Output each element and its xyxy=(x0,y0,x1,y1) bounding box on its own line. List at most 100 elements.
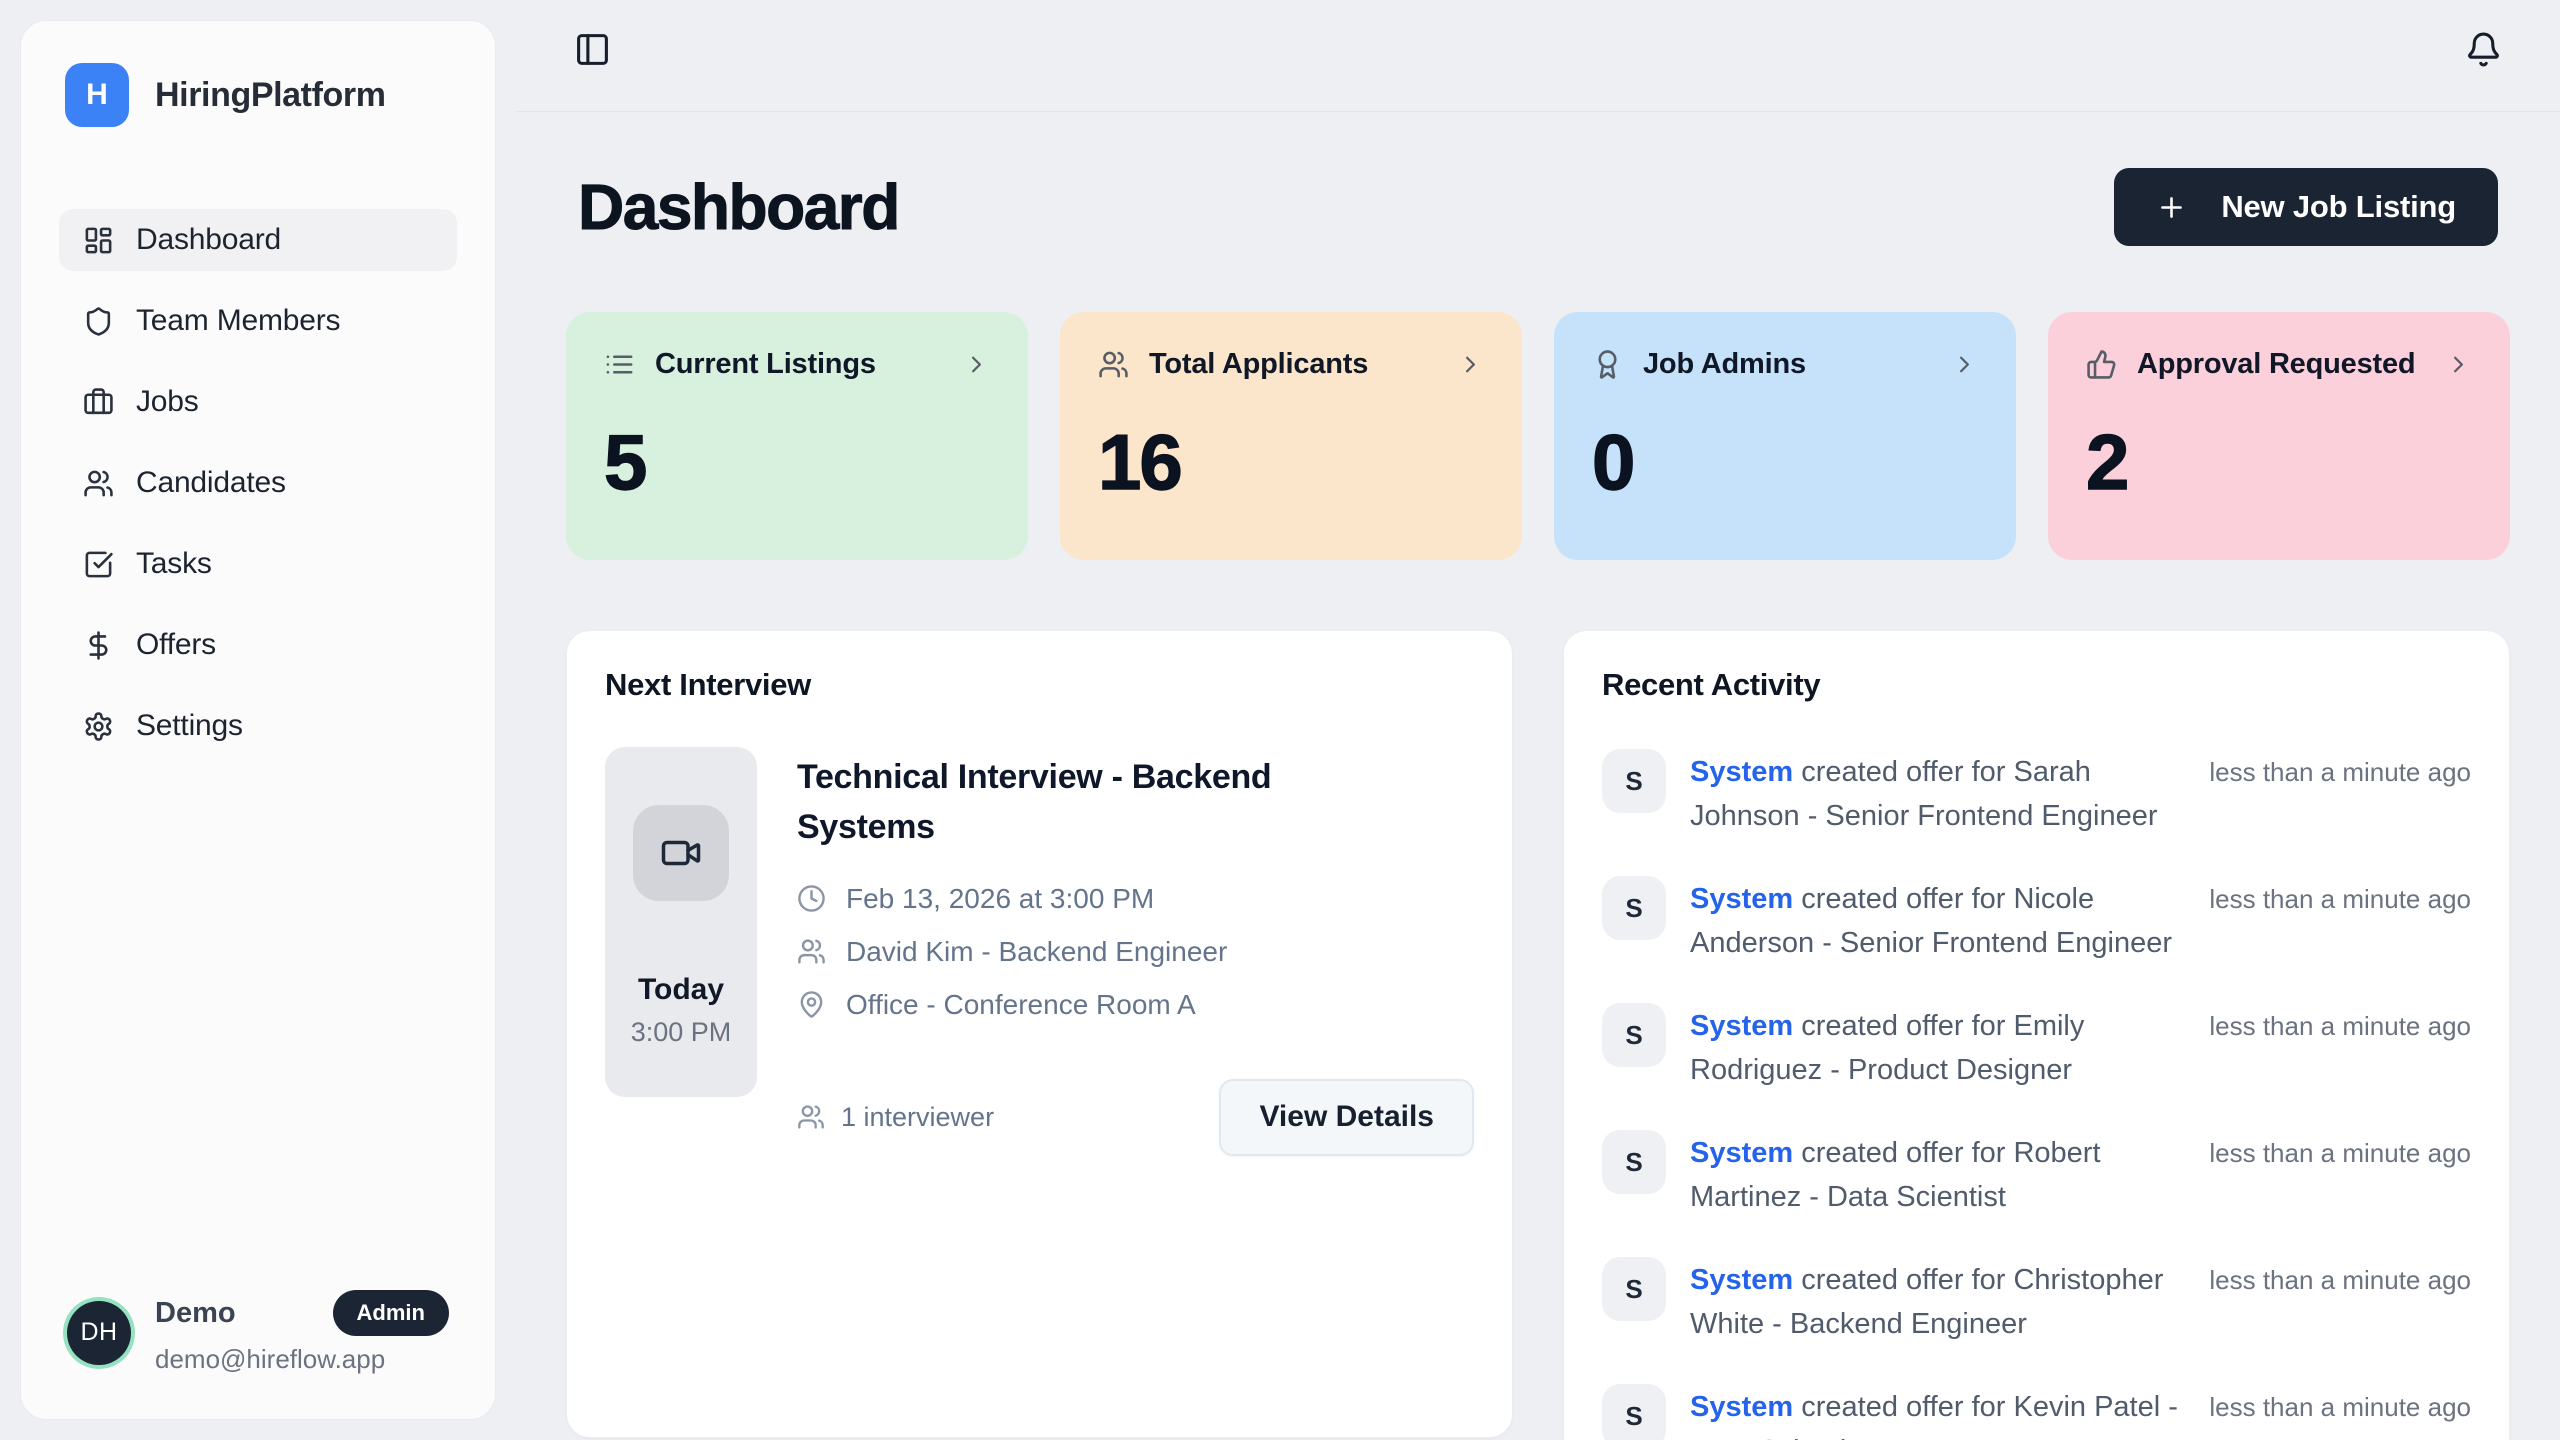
stat-cards: Current Listings 5 Total Applicants xyxy=(566,312,2510,560)
recent-activity-heading: Recent Activity xyxy=(1602,667,1821,702)
interview-datetime-row: Feb 13, 2026 at 3:00 PM xyxy=(797,883,1474,915)
layout-dashboard-icon xyxy=(83,225,114,256)
stat-label: Current Listings xyxy=(655,348,876,380)
interview-time: 3:00 PM xyxy=(630,1017,732,1047)
activity-timestamp: less than a minute ago xyxy=(2209,884,2471,914)
sidebar-item-jobs[interactable]: Jobs xyxy=(59,371,457,433)
dollar-sign-icon xyxy=(83,630,114,661)
interview-person: David Kim - Backend Engineer xyxy=(846,935,1228,967)
sidebar-toggle-button[interactable] xyxy=(568,25,617,74)
sidebar: H HiringPlatform Dashboard Team Members xyxy=(20,20,496,1420)
stat-card-approval-requested[interactable]: Approval Requested 2 xyxy=(2048,312,2510,560)
recent-activity-panel: Recent Activity S System created offer f… xyxy=(1563,630,2510,1440)
sidebar-item-label: Candidates xyxy=(136,466,286,499)
sidebar-item-settings[interactable]: Settings xyxy=(59,695,457,757)
activity-description: created offer for Kevin Patel - Data Sci… xyxy=(1690,1391,2178,1440)
activity-avatar: S xyxy=(1602,749,1666,813)
activity-actor: System xyxy=(1690,1391,1794,1423)
sidebar-item-label: Tasks xyxy=(136,547,212,580)
topbar xyxy=(516,0,2560,112)
stat-value: 0 xyxy=(1591,417,1636,506)
notifications-button[interactable] xyxy=(2459,25,2508,74)
stat-card-current-listings[interactable]: Current Listings 5 xyxy=(566,312,1028,560)
main-area: Dashboard New Job Listing Current Listin… xyxy=(516,0,2560,1440)
activity-actor: System xyxy=(1690,1137,1794,1169)
shield-icon xyxy=(83,306,114,337)
thumbs-up-icon xyxy=(2086,349,2117,380)
activity-item: S System created offer for Christopher W… xyxy=(1602,1257,2471,1346)
interviewer-count-label: 1 interviewer xyxy=(841,1101,995,1132)
video-camera-icon xyxy=(633,805,729,901)
sidebar-item-label: Offers xyxy=(136,628,216,661)
view-details-button[interactable]: View Details xyxy=(1219,1078,1474,1156)
activity-actor: System xyxy=(1690,1010,1794,1042)
activity-description: created offer for Christopher White - Ba… xyxy=(1690,1264,2164,1340)
stat-card-total-applicants[interactable]: Total Applicants 16 xyxy=(1060,312,1522,560)
sidebar-item-label: Jobs xyxy=(136,385,199,418)
users-icon xyxy=(83,468,114,499)
activity-text: System created offer for Robert Martinez… xyxy=(1690,1130,2185,1219)
chevron-right-icon xyxy=(963,351,990,378)
interview-day: Today xyxy=(637,973,725,1006)
interview-datetime: Feb 13, 2026 at 3:00 PM xyxy=(846,882,1155,914)
users-icon xyxy=(797,937,826,966)
activity-avatar: S xyxy=(1602,876,1666,940)
sidebar-item-tasks[interactable]: Tasks xyxy=(59,533,457,595)
new-job-listing-label: New Job Listing xyxy=(2221,189,2456,224)
sidebar-item-label: Settings xyxy=(136,709,243,742)
activity-description: created offer for Robert Martinez - Data… xyxy=(1690,1137,2101,1213)
activity-avatar: S xyxy=(1602,1130,1666,1194)
chevron-right-icon xyxy=(1951,351,1978,378)
interview-title: Technical Interview - Backend Systems xyxy=(797,758,1272,846)
activity-timestamp: less than a minute ago xyxy=(2209,1392,2471,1422)
award-icon xyxy=(1592,349,1623,380)
chevron-right-icon xyxy=(2445,351,2472,378)
clock-icon xyxy=(797,884,826,913)
interview-person-row: David Kim - Backend Engineer xyxy=(797,936,1474,968)
interviewer-count: 1 interviewer xyxy=(797,1102,994,1133)
sidebar-item-label: Dashboard xyxy=(136,223,281,256)
panels: Next Interview Today 3:00 PM Technical I… xyxy=(566,630,2510,1440)
activity-description: created offer for Nicole Anderson - Seni… xyxy=(1690,883,2173,959)
content: Dashboard New Job Listing Current Listin… xyxy=(516,112,2560,1440)
stat-label: Approval Requested xyxy=(2137,348,2416,380)
briefcase-icon xyxy=(83,387,114,418)
user-info: Demo Admin demo@hireflow.app xyxy=(155,1290,449,1375)
sidebar-item-label: Team Members xyxy=(136,304,341,337)
activity-text: System created offer for Christopher Whi… xyxy=(1690,1257,2185,1346)
user-email: demo@hireflow.app xyxy=(155,1344,386,1374)
stat-card-job-admins[interactable]: Job Admins 0 xyxy=(1554,312,2016,560)
map-pin-icon xyxy=(797,990,826,1019)
list-icon xyxy=(604,349,635,380)
stat-label: Job Admins xyxy=(1643,348,1806,380)
activity-item: S System created offer for Emily Rodrigu… xyxy=(1602,1003,2471,1092)
sidebar-item-team-members[interactable]: Team Members xyxy=(59,290,457,352)
users-icon xyxy=(1098,349,1129,380)
stat-label: Total Applicants xyxy=(1149,348,1369,380)
user-box[interactable]: DH Demo Admin demo@hireflow.app xyxy=(59,1290,457,1375)
activity-text: System created offer for Emily Rodriguez… xyxy=(1690,1003,2185,1092)
activity-avatar: S xyxy=(1602,1384,1666,1440)
gear-icon xyxy=(83,711,114,742)
activity-timestamp: less than a minute ago xyxy=(2209,1265,2471,1295)
page-title: Dashboard xyxy=(578,171,901,244)
activity-text: System created offer for Kevin Patel - D… xyxy=(1690,1384,2185,1440)
sidebar-item-candidates[interactable]: Candidates xyxy=(59,452,457,514)
user-name: Demo xyxy=(155,1296,236,1329)
new-job-listing-button[interactable]: New Job Listing xyxy=(2114,168,2498,246)
avatar-initials: DH xyxy=(80,1318,118,1346)
activity-item: S System created offer for Robert Martin… xyxy=(1602,1130,2471,1219)
stat-value: 5 xyxy=(603,417,648,506)
role-badge: Admin xyxy=(332,1290,449,1336)
interview-date-tile: Today 3:00 PM xyxy=(605,747,757,1097)
activity-text: System created offer for Sarah Johnson -… xyxy=(1690,749,2185,838)
activity-item: S System created offer for Kevin Patel -… xyxy=(1602,1384,2471,1440)
stat-value: 16 xyxy=(1097,417,1183,506)
page-header: Dashboard New Job Listing xyxy=(578,168,2498,246)
brand-name: HiringPlatform xyxy=(155,75,386,114)
square-check-icon xyxy=(83,549,114,580)
activity-description: created offer for Sarah Johnson - Senior… xyxy=(1690,756,2158,832)
sidebar-item-dashboard[interactable]: Dashboard xyxy=(59,209,457,271)
activity-item: S System created offer for Nicole Anders… xyxy=(1602,876,2471,965)
sidebar-item-offers[interactable]: Offers xyxy=(59,614,457,676)
